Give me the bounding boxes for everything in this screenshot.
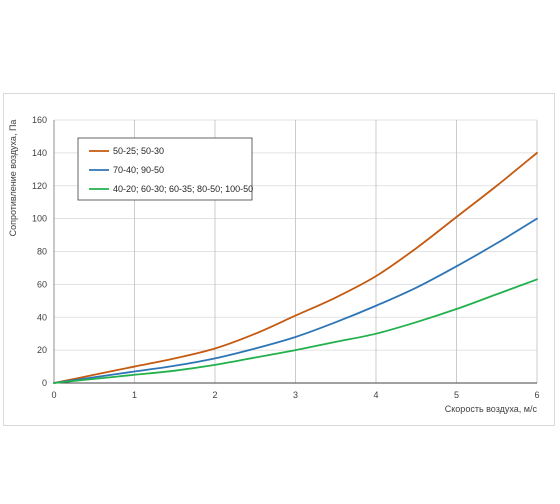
y-tick-label: 60 xyxy=(37,279,47,289)
x-tick-label: 4 xyxy=(373,390,378,400)
axes xyxy=(53,120,537,384)
y-tick-label: 120 xyxy=(32,181,47,191)
y-tick-label: 100 xyxy=(32,214,47,224)
series-line-3 xyxy=(53,278,538,384)
y-tick-labels: 0 20 40 60 80 100 120 140 160 xyxy=(32,115,47,388)
legend-label-3: 40-20; 60-30; 60-35; 80-50; 100-50 xyxy=(113,184,253,194)
series-line-1 xyxy=(53,151,538,384)
legend-label-2: 70-40; 90-50 xyxy=(113,165,164,175)
y-tick-label: 0 xyxy=(42,378,47,388)
y-tick-label: 20 xyxy=(37,345,47,355)
x-tick-label: 0 xyxy=(51,390,56,400)
x-tick-label: 5 xyxy=(454,390,459,400)
series-line-2 xyxy=(53,217,538,384)
legend-label-1: 50-25; 50-30 xyxy=(113,146,164,156)
x-axis-title: Скорость воздуха, м/с xyxy=(445,404,538,414)
series-lines xyxy=(53,151,538,384)
legend: 50-25; 50-30 70-40; 90-50 40-20; 60-30; 60… xyxy=(77,137,253,201)
x-tick-label: 6 xyxy=(534,390,539,400)
x-tick-label: 2 xyxy=(212,390,217,400)
y-tick-label: 140 xyxy=(32,148,47,158)
y-tick-label: 160 xyxy=(32,115,47,125)
y-tick-label: 80 xyxy=(37,247,47,257)
x-tick-label: 3 xyxy=(293,390,298,400)
y-tick-label: 40 xyxy=(37,312,47,322)
x-tick-label: 1 xyxy=(132,390,137,400)
y-axis-title: Сопротивление воздуха, Па xyxy=(8,120,18,237)
x-tick-labels: 0 1 2 3 4 5 6 xyxy=(51,390,539,400)
